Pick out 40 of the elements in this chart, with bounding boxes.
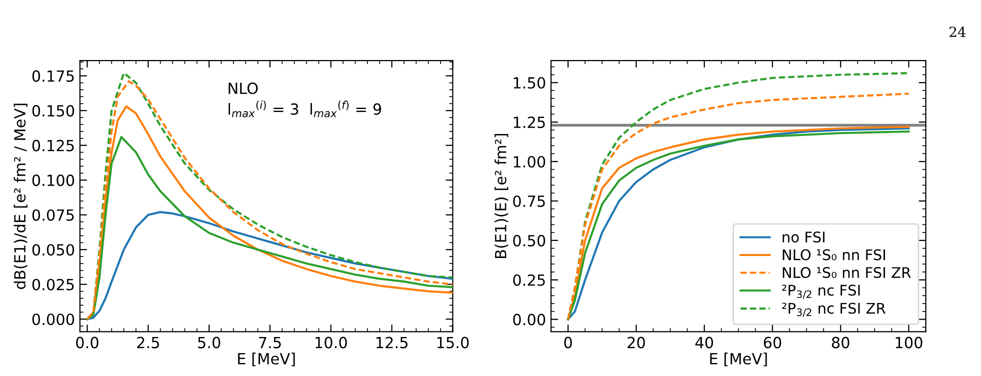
x-tick-label: 80 — [832, 336, 850, 348]
x-tick-label: 100 — [896, 336, 922, 348]
y-tick-label: 0.25 — [513, 274, 545, 286]
x-tick-label: 12.5 — [376, 336, 408, 348]
x-tick-label: 7.5 — [259, 336, 281, 348]
x-tick-label: 0 — [564, 336, 572, 348]
legend-label: NLO ¹S₀ nn FSI — [782, 249, 885, 260]
legend-label: NLO ¹S₀ nn FSI ZR — [782, 267, 911, 278]
text: 24 — [950, 26, 966, 37]
line-series — [86, 211, 453, 320]
y-tick-label: 0.025 — [32, 278, 74, 290]
x-tick-label: 2.5 — [137, 336, 159, 348]
x-tick-label: 20 — [628, 336, 645, 348]
y-tick-label: 1.25 — [514, 116, 545, 128]
y-axis-title: dB(E1)/dE [e² fm² / MeV] — [14, 104, 28, 289]
y-tick-label: 0.150 — [32, 105, 74, 117]
y-tick-label: 1.50 — [514, 77, 546, 89]
x-tick-label: 0.0 — [76, 336, 98, 348]
legend-label: no FSI — [782, 232, 824, 243]
legend-label: ²P$_{3/2}$ nc FSI — [782, 284, 860, 299]
y-axis-title: B(E1)(E) [e² fm²] — [494, 134, 508, 258]
y-tick-label: 0.50 — [513, 234, 546, 246]
x-tick-label: 10.0 — [316, 336, 347, 348]
x-tick-label: 15.0 — [437, 336, 469, 348]
y-tick-label: 0.175 — [32, 70, 74, 82]
y-tick-label: 0.000 — [32, 314, 74, 326]
y-tick-label: 0.125 — [32, 140, 74, 152]
x-axis-title: E [MeV] — [238, 352, 295, 366]
x-axis-title: E [MeV] — [710, 352, 767, 366]
legend-label: ²P$_{3/2}$ nc FSI ZR — [782, 302, 886, 317]
y-tick-label: 0.75 — [513, 195, 545, 207]
y-tick-label: 0.00 — [513, 314, 546, 326]
y-tick-label: 0.075 — [32, 209, 74, 221]
x-tick-label: 5.0 — [198, 336, 220, 348]
x-tick-label: 40 — [695, 336, 714, 348]
y-tick-label: 0.100 — [32, 174, 74, 186]
x-tick-label: 60 — [764, 336, 782, 348]
y-tick-label: 1.00 — [514, 156, 546, 168]
annotation: NLO l$_{max}$$^{(i)}$ = 3 l$_{max}$$^{(f)}$ = 9 — [228, 82, 382, 118]
y-tick-label: 0.050 — [32, 244, 74, 256]
